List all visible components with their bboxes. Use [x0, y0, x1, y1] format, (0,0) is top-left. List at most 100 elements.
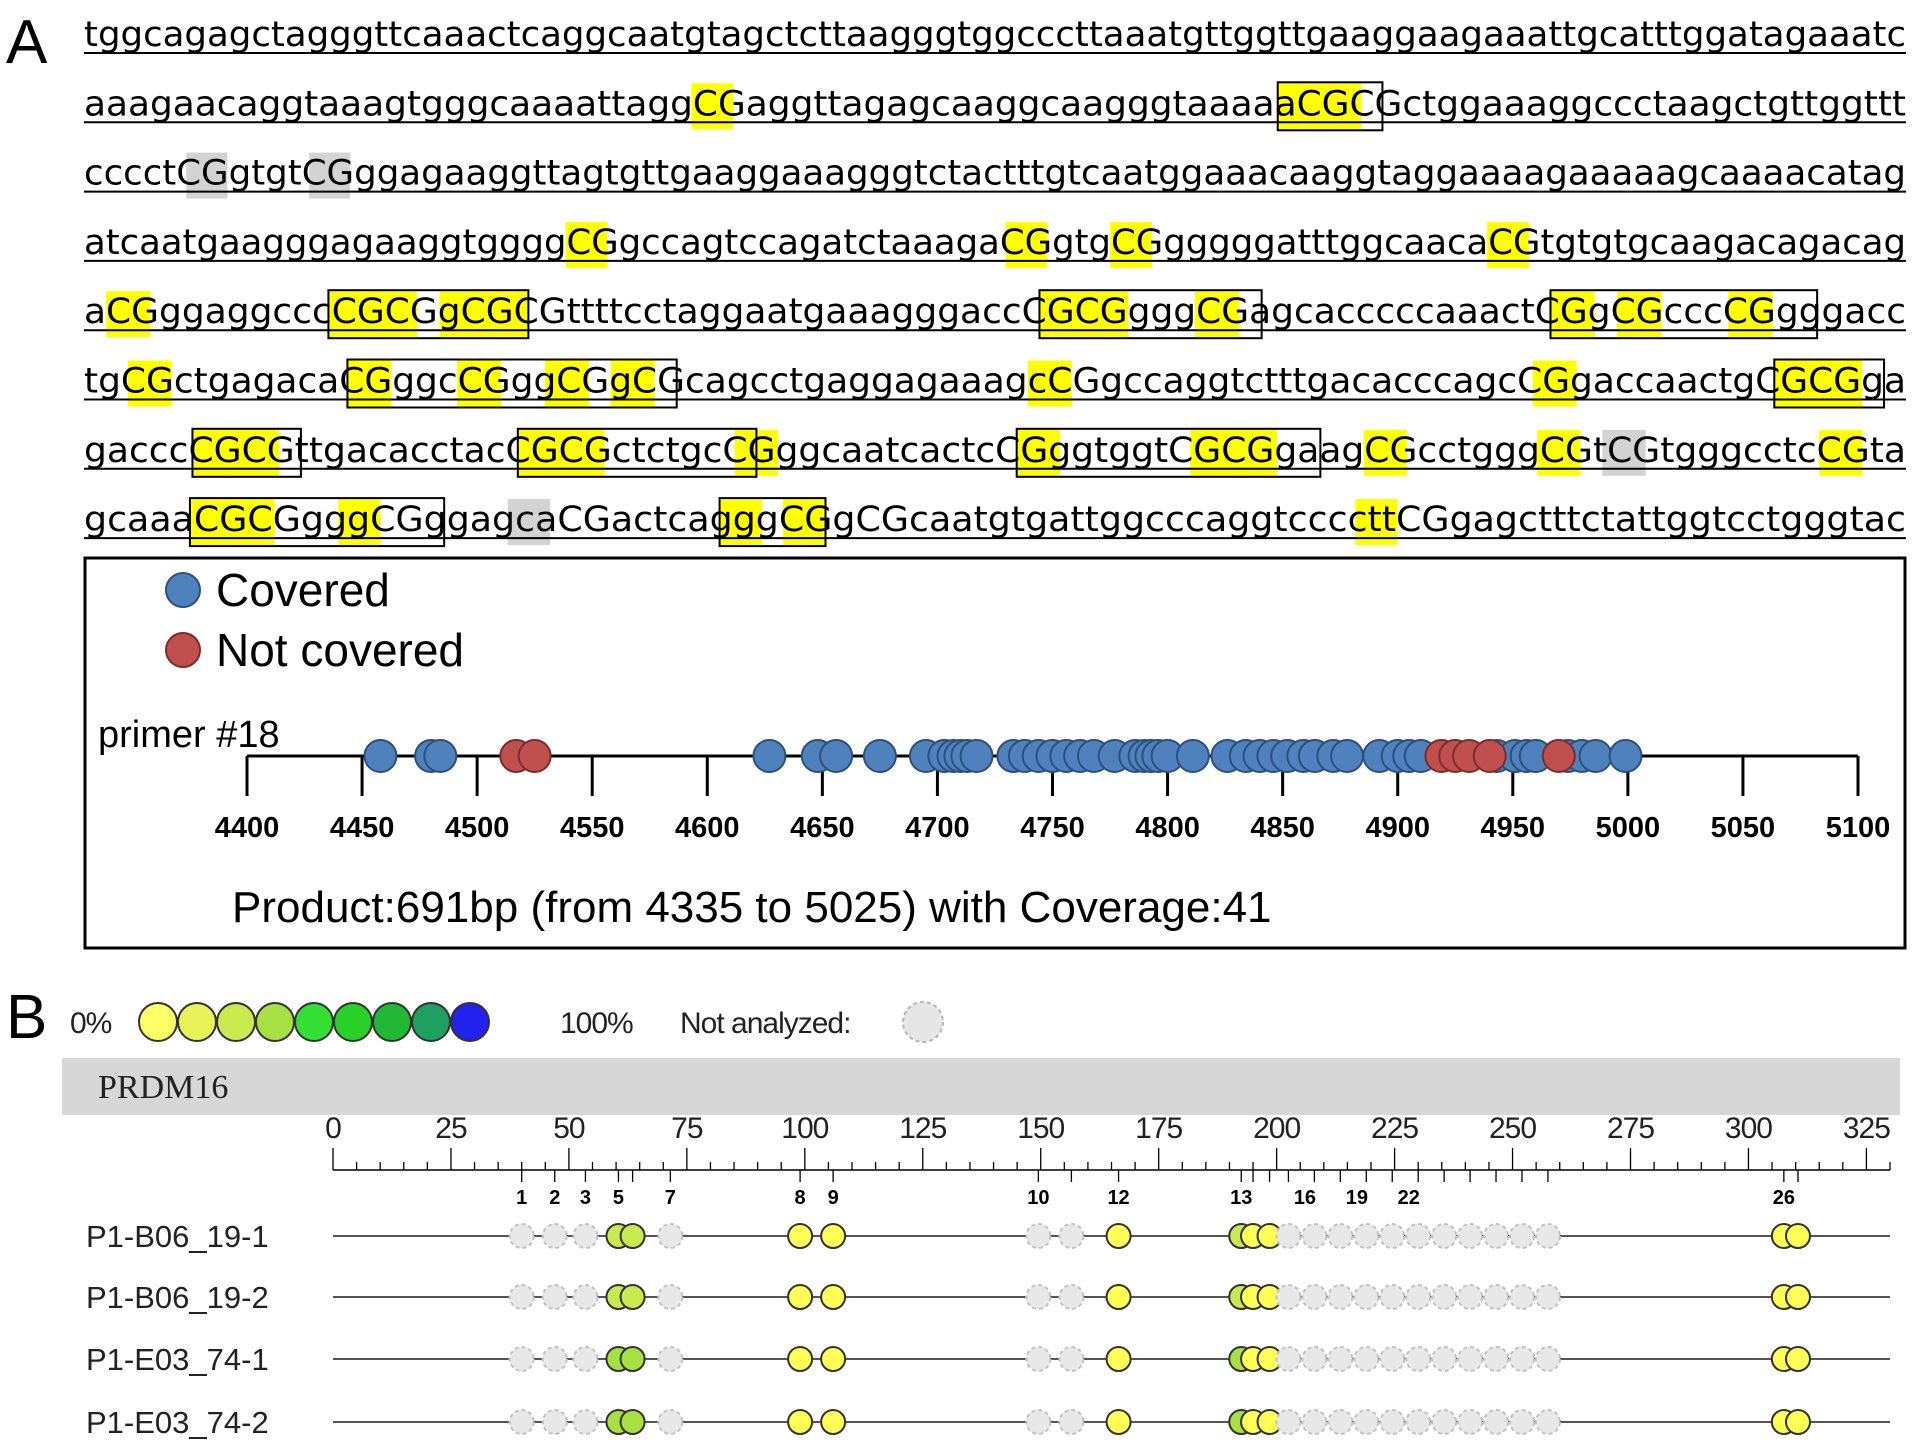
cpg-not-analyzed-dot — [1353, 1409, 1380, 1435]
position-axis-tick-label: 50 — [553, 1112, 585, 1145]
cpg-methylation-dot — [787, 1409, 814, 1435]
cpg-not-analyzed-dot — [1058, 1223, 1085, 1249]
cpg-not-analyzed-dot — [572, 1223, 599, 1249]
cpg-not-analyzed-dot — [541, 1223, 568, 1249]
cpg-not-analyzed-dot — [657, 1409, 684, 1435]
cpg-not-analyzed-dot — [1457, 1346, 1484, 1372]
cpg-not-analyzed-dot — [541, 1346, 568, 1372]
cpg-site-label: 3 — [580, 1187, 591, 1209]
cpg-not-analyzed-dot — [1301, 1409, 1328, 1435]
cg-cluster-box — [346, 358, 678, 409]
panel-b-label: B — [6, 983, 47, 1052]
cpg-not-analyzed-dot — [508, 1284, 535, 1310]
cpg-not-analyzed-dot — [572, 1346, 599, 1372]
cpg-not-analyzed-dot — [1534, 1409, 1561, 1435]
sequence-text: tgCGctgagacaCGggcCGggCGgCGcagcctgaggagaa… — [84, 362, 1906, 402]
cpg-methylation-dot — [619, 1223, 646, 1249]
cpg-not-analyzed-dot — [1301, 1223, 1328, 1249]
cpg-not-analyzed-dot — [1431, 1284, 1458, 1310]
covered-cpg-dot — [1578, 739, 1613, 773]
cpg-not-analyzed-dot — [1405, 1346, 1432, 1372]
position-axis-tick-label: 25 — [435, 1112, 467, 1145]
position-axis-tick-label: 100 — [781, 1112, 828, 1145]
cpg-not-analyzed-dot — [1353, 1223, 1380, 1249]
coverage-axis-tick-label: 4650 — [790, 812, 855, 844]
not-covered-cpg-dot — [517, 739, 552, 773]
cpg-not-analyzed-dot — [1457, 1284, 1484, 1310]
cpg-not-analyzed-dot — [1327, 1223, 1354, 1249]
cpg-not-analyzed-dot — [541, 1284, 568, 1310]
cpg-methylation-dot — [619, 1346, 646, 1372]
product-summary: Product:691bp (from 4335 to 5025) with C… — [232, 883, 1272, 932]
cpg-not-analyzed-dot — [1025, 1346, 1052, 1372]
cpg-methylation-dot — [1784, 1409, 1811, 1435]
position-axis-tick-label: 75 — [671, 1112, 703, 1145]
scale-swatch — [372, 1002, 412, 1042]
sample-label: P1-E03_74-2 — [86, 1405, 269, 1440]
cpg-not-analyzed-dot — [1379, 1409, 1406, 1435]
cpg-not-analyzed-dot — [1508, 1223, 1535, 1249]
cpg-not-analyzed-dot — [1457, 1409, 1484, 1435]
cpg-not-analyzed-dot — [1405, 1409, 1432, 1435]
cg-cluster-box — [188, 497, 446, 548]
cpg-site-label: 19 — [1346, 1187, 1368, 1209]
cpg-not-analyzed-dot — [1301, 1284, 1328, 1310]
sample-row: P1-E03_74-1 — [86, 1342, 1890, 1377]
position-axis-tick-label: 250 — [1489, 1112, 1536, 1145]
coverage-axis-tick-label: 4800 — [1135, 812, 1200, 844]
cpg-site-label: 8 — [795, 1187, 806, 1209]
sequence-line: gacccCGCGttgacacctacCGCGctctgcCGggcaatca… — [84, 427, 1906, 478]
cpg-not-analyzed-dot — [1508, 1409, 1535, 1435]
cpg-site-label: 13 — [1230, 1187, 1252, 1209]
coverage-axis-tick-label: 5050 — [1711, 812, 1776, 844]
cpg-not-analyzed-dot — [1275, 1346, 1302, 1372]
position-axis-tick-label: 0 — [325, 1112, 341, 1145]
cg-cluster-box — [1015, 427, 1322, 478]
covered-cpg-dot — [363, 739, 398, 773]
coverage-axis-tick-label: 5000 — [1596, 812, 1661, 844]
coverage-axis-tick-label: 4550 — [560, 812, 625, 844]
cpg-methylation-dot — [1105, 1284, 1132, 1310]
legend-covered-label: Covered — [216, 564, 390, 616]
position-axis-tick-label: 225 — [1371, 1112, 1418, 1145]
cpg-methylation-dot — [1105, 1223, 1132, 1249]
cpg-methylation-dot — [787, 1223, 814, 1249]
sample-label: P1-B06_19-1 — [86, 1219, 269, 1254]
cpg-methylation-dot — [787, 1284, 814, 1310]
cpg-site-label: 26 — [1773, 1187, 1795, 1209]
cpg-not-analyzed-dot — [572, 1409, 599, 1435]
cpg-site-label: 12 — [1107, 1187, 1129, 1209]
sequence-text: aaagaacaggtaaagtgggcaaaattaggCGaggttagag… — [84, 84, 1906, 124]
scale-swatch — [177, 1002, 217, 1042]
covered-cpg-dot — [1330, 739, 1365, 773]
position-axis-tick-label: 275 — [1607, 1112, 1654, 1145]
scale-swatch — [411, 1002, 451, 1042]
coverage-axis-tick-label: 5100 — [1826, 812, 1891, 844]
scale-low-label: 0% — [70, 1007, 112, 1040]
sequence-text: gcaaaCGCGgggCGggagcaCGactcagggCGgCGcaatg… — [84, 500, 1906, 540]
scale-swatch — [216, 1002, 256, 1042]
cpg-methylation-dot — [1105, 1346, 1132, 1372]
position-axis-tick-label: 300 — [1725, 1112, 1772, 1145]
sample-label: P1-E03_74-1 — [86, 1342, 269, 1377]
cpg-not-analyzed-dot — [657, 1284, 684, 1310]
cpg-not-analyzed-dot — [508, 1409, 535, 1435]
sequence-line: gcaaaCGCGgggCGggagcaCGactcagggCGgCGcaatg… — [84, 497, 1906, 548]
covered-cpg-dot — [959, 739, 994, 773]
coverage-axis-tick-label: 4950 — [1481, 812, 1546, 844]
sequence-line: aaagaacaggtaaagtgggcaaaattaggCGaggttagag… — [84, 81, 1906, 132]
coverage-axis-tick-label: 4400 — [215, 812, 280, 844]
cpg-not-analyzed-dot — [1275, 1409, 1302, 1435]
cpg-methylation-dot — [820, 1284, 847, 1310]
cpg-not-analyzed-dot — [1483, 1284, 1510, 1310]
scale-swatch — [333, 1002, 373, 1042]
cpg-not-analyzed-dot — [1353, 1346, 1380, 1372]
cpg-not-analyzed-dot — [1483, 1346, 1510, 1372]
cpg-not-analyzed-dot — [1379, 1223, 1406, 1249]
cpg-not-analyzed-dot — [1534, 1284, 1561, 1310]
cpg-not-analyzed-dot — [1025, 1284, 1052, 1310]
sequence-line: tgCGctgagacaCGggcCGggCGgCGcagcctgaggagaa… — [84, 358, 1906, 409]
cg-cluster-box — [718, 497, 827, 548]
cpg-site-label: 16 — [1294, 1187, 1316, 1209]
